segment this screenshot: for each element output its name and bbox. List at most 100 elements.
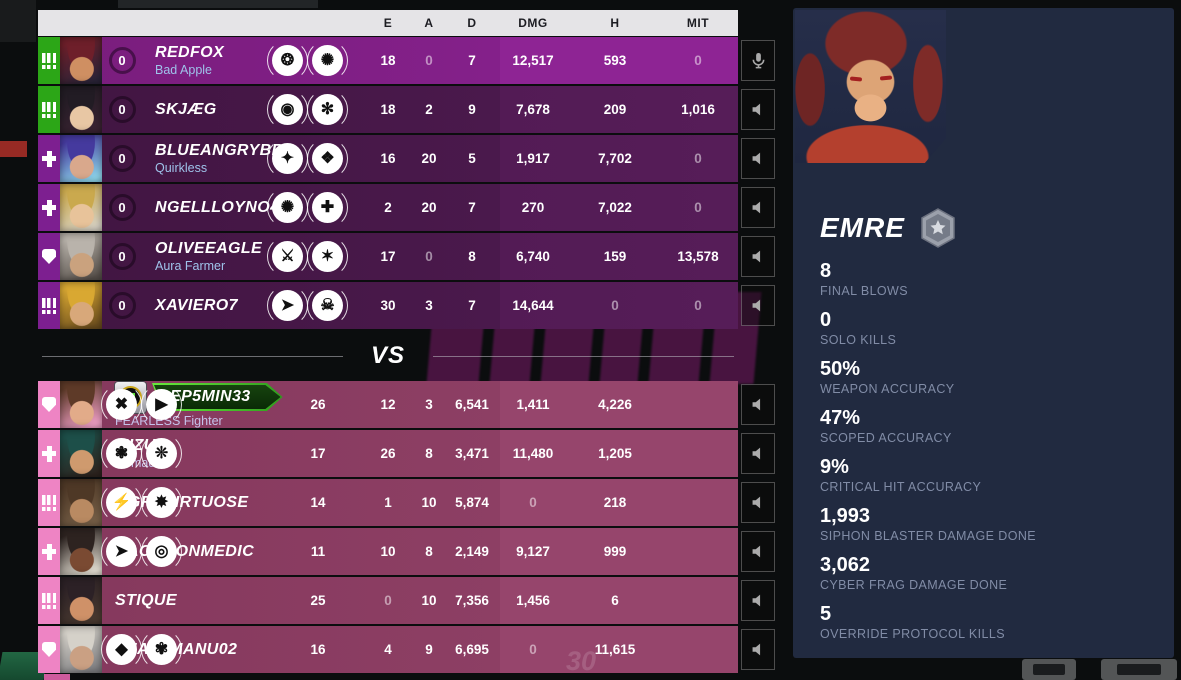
scoreboard-row[interactable]: MIZU MIZU Nomad ❃ ❊ 17 26 8 3,471 11,480… xyxy=(38,430,775,477)
role-badge xyxy=(38,37,60,84)
speaker-icon[interactable] xyxy=(741,236,775,277)
ability-icon: ⚡ xyxy=(101,482,142,523)
player-name: SKJÆG xyxy=(155,100,217,118)
scoreboard-row[interactable]: 0 XAVIERO7 XAVIERO7 ➤ ☠ 30 3 7 14,644 0 … xyxy=(38,282,775,329)
speaker-icon[interactable] xyxy=(741,580,775,621)
stat-d: 10 xyxy=(421,495,437,510)
stat-value: 1,993 xyxy=(820,505,871,527)
damage-role-icon xyxy=(42,101,56,118)
ability-icon: ◆ xyxy=(101,629,142,670)
ability-icon: ✖ xyxy=(101,384,142,425)
stat-label: OVERRIDE PROTOCOL KILLS xyxy=(820,627,1005,641)
stat-e: 18 xyxy=(380,53,396,68)
player-name: EP5MIN33 xyxy=(170,388,251,405)
scoreboard-row[interactable]: THATSMANU02 THATSMANU02 ◆ ✾ 16 4 9 6,695… xyxy=(38,626,775,673)
role-badge xyxy=(38,135,60,182)
speaker-icon[interactable] xyxy=(741,482,775,523)
stat-label: SIPHON BLASTER DAMAGE DONE xyxy=(820,529,1036,543)
player-name: STIQUE xyxy=(115,591,177,609)
hero-stat: 9% CRITICAL HIT ACCURACY xyxy=(820,456,1156,494)
stat-e: 14 xyxy=(310,495,326,510)
scoreboard-row[interactable]: STIQUE STIQUE 25 0 10 7,356 1,456 6 xyxy=(38,577,775,624)
role-badge xyxy=(38,577,60,624)
scoreboard-row[interactable]: 0 OLIVEEAGLE OLIVEEAGLE Aura Farmer ⚔ ✶ … xyxy=(38,233,775,280)
stat-e: 17 xyxy=(310,446,326,461)
stat-d: 5 xyxy=(468,151,476,166)
ult-charge-indicator: 0 xyxy=(108,292,136,319)
column-header-damage: DMG xyxy=(518,16,548,30)
scoreboard-row[interactable]: 0 NGELLLOYNO4 NGELLLOYNO4 ✺ ✚ 2 20 7 270… xyxy=(38,184,775,231)
speaker-icon[interactable] xyxy=(741,138,775,179)
stat-e: 18 xyxy=(380,102,396,117)
stat-dmg: 3,471 xyxy=(455,446,489,461)
stat-value: 9% xyxy=(820,456,849,478)
rank-emblem-icon xyxy=(921,208,955,248)
stat-mit: 0 xyxy=(694,298,702,313)
stat-a: 10 xyxy=(380,544,396,559)
ability-icons: ✖ ▶ xyxy=(101,384,268,425)
stat-mit: 218 xyxy=(603,495,627,510)
background-ui-tile xyxy=(1022,659,1076,680)
hero-avatar xyxy=(60,184,102,231)
hero-stat: 0 SOLO KILLS xyxy=(820,309,1156,347)
stat-e: 16 xyxy=(380,151,396,166)
stat-a: 12 xyxy=(380,397,396,412)
ult-charge-indicator: 0 xyxy=(108,47,136,74)
stat-d: 7 xyxy=(468,298,476,313)
scoreboard-row[interactable]: 0 REDFOX REDFOX Bad Apple ❂ ✺ 18 0 7 12,… xyxy=(38,37,775,84)
player-title: Bad Apple xyxy=(155,63,212,77)
support-role-icon xyxy=(42,543,56,560)
hero-avatar xyxy=(60,626,102,673)
stat-mit: 6 xyxy=(611,593,619,608)
speaker-icon[interactable] xyxy=(741,384,775,425)
ability-icons: ✺ ✚ xyxy=(267,187,368,228)
scoreboard-row[interactable]: 0 SKJÆG SKJÆG ◉ ✻ 18 2 9 7,678 209 1,016 xyxy=(38,86,775,133)
stat-value: 8 xyxy=(820,260,832,282)
scoreboard-row[interactable]: OGREVIRTUOSE OGREVIRTUOSE ⚡ ✸ 14 1 10 5,… xyxy=(38,479,775,526)
stat-e: 2 xyxy=(384,200,392,215)
stat-dmg: 7,678 xyxy=(516,102,550,117)
hero-avatar xyxy=(60,381,102,428)
stat-e: 30 xyxy=(380,298,396,313)
portrait-eye xyxy=(849,76,863,82)
stat-a: 0 xyxy=(425,249,433,264)
speaker-icon[interactable] xyxy=(741,89,775,130)
stat-mit: 1,205 xyxy=(598,446,632,461)
stat-dmg: 5,874 xyxy=(455,495,489,510)
stat-d: 7 xyxy=(468,200,476,215)
ability-icon: ➤ xyxy=(267,285,308,326)
scoreboard-row[interactable]: EP5MIN33 EP5MIN33 FEARLESS Fighter ✖ ▶ 2… xyxy=(38,381,775,428)
stat-d: 8 xyxy=(468,249,476,264)
ability-icons: ⚔ ✶ xyxy=(267,236,368,277)
stat-mit: 0 xyxy=(694,200,702,215)
scoreboard-row[interactable]: RACCOONMEDIC RACCOONMEDIC ➤ ◎ 11 10 8 2,… xyxy=(38,528,775,575)
stat-h: 9,127 xyxy=(516,544,550,559)
damage-role-icon xyxy=(42,52,56,69)
ability-icon: ➤ xyxy=(101,531,142,572)
ult-charge-indicator: 0 xyxy=(108,194,136,221)
stat-h: 7,022 xyxy=(598,200,632,215)
stat-h: 1,411 xyxy=(516,397,550,412)
ability-icon: ⚔ xyxy=(267,236,308,277)
microphone-icon[interactable] xyxy=(741,40,775,81)
ability-icons: ❂ ✺ xyxy=(267,40,368,81)
damage-role-icon xyxy=(42,494,56,511)
stat-a: 26 xyxy=(380,446,396,461)
speaker-icon[interactable] xyxy=(741,433,775,474)
ult-charge-indicator: 0 xyxy=(108,145,136,172)
speaker-icon[interactable] xyxy=(741,187,775,228)
support-role-icon xyxy=(42,199,56,216)
scoreboard-row[interactable]: 0 BLUEANGRYBRD BLUEANGRYBRD Quirkless ✦ … xyxy=(38,135,775,182)
ability-icon: ❂ xyxy=(267,40,308,81)
stat-e: 16 xyxy=(310,642,326,657)
tank-role-icon xyxy=(42,397,56,412)
ability-icons: ❃ ❊ xyxy=(101,433,268,474)
hero-stat: 5 OVERRIDE PROTOCOL KILLS xyxy=(820,603,1156,641)
stat-mit: 0 xyxy=(694,151,702,166)
background-art xyxy=(0,141,27,157)
speaker-icon[interactable] xyxy=(741,285,775,326)
speaker-icon[interactable] xyxy=(741,629,775,670)
speaker-icon[interactable] xyxy=(741,531,775,572)
hero-stat: 47% SCOPED ACCURACY xyxy=(820,407,1156,445)
ability-icon: ✦ xyxy=(267,138,308,179)
